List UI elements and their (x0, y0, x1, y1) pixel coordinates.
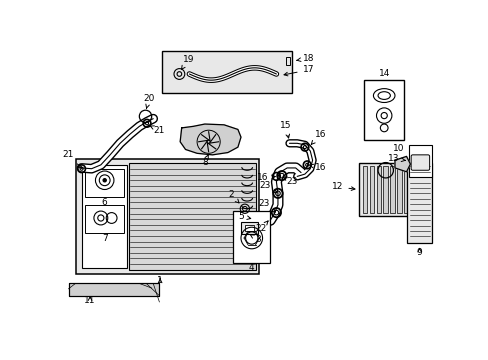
Bar (244, 225, 254, 231)
Text: 10: 10 (392, 144, 404, 153)
Text: 18: 18 (296, 54, 313, 63)
Bar (285, 57, 290, 65)
FancyBboxPatch shape (410, 155, 429, 170)
Ellipse shape (373, 89, 394, 103)
Text: 3: 3 (249, 234, 260, 244)
Bar (162, 51, 291, 93)
Text: 23: 23 (258, 199, 275, 212)
Text: 16: 16 (311, 130, 325, 144)
Text: 23: 23 (259, 181, 276, 193)
Text: 13: 13 (387, 154, 405, 163)
Bar (241, 222, 257, 234)
Text: 4: 4 (248, 262, 254, 271)
Bar (85, 205, 123, 233)
Bar (408, 145, 431, 177)
Text: 11: 11 (84, 296, 96, 305)
Bar (362, 166, 366, 213)
Bar (404, 166, 408, 213)
Text: 22: 22 (255, 221, 267, 233)
Text: 12: 12 (331, 183, 354, 192)
Text: 2: 2 (228, 190, 239, 203)
Text: 16: 16 (256, 173, 275, 182)
Text: 14: 14 (378, 69, 389, 78)
Polygon shape (394, 156, 409, 172)
Text: 17: 17 (284, 66, 313, 76)
Bar (358, 163, 412, 216)
Text: 16: 16 (308, 163, 325, 172)
Text: 19: 19 (181, 55, 194, 69)
Bar (68, 283, 159, 296)
Text: 21: 21 (62, 150, 81, 168)
Text: 23: 23 (283, 177, 297, 186)
Bar (76, 159, 259, 274)
Text: 20: 20 (143, 94, 155, 108)
Bar (128, 163, 256, 270)
Bar (68, 283, 159, 296)
Circle shape (103, 179, 106, 182)
Bar (364, 80, 404, 140)
Text: 6: 6 (102, 198, 107, 207)
Bar (389, 166, 394, 213)
Bar (369, 166, 373, 213)
Text: 9: 9 (416, 248, 422, 257)
Ellipse shape (377, 92, 389, 99)
Bar (383, 166, 387, 213)
Bar (407, 163, 431, 243)
Polygon shape (180, 124, 241, 155)
Bar (85, 170, 123, 197)
Bar (376, 166, 380, 213)
Text: 8: 8 (202, 155, 208, 167)
Text: 5: 5 (238, 212, 250, 221)
Bar (233, 211, 270, 264)
Bar (82, 165, 127, 268)
Text: 1: 1 (157, 276, 163, 285)
Bar (396, 166, 401, 213)
Text: 15: 15 (279, 121, 291, 138)
Text: 21: 21 (150, 126, 165, 135)
Bar (410, 166, 415, 213)
Text: 7: 7 (102, 234, 107, 243)
